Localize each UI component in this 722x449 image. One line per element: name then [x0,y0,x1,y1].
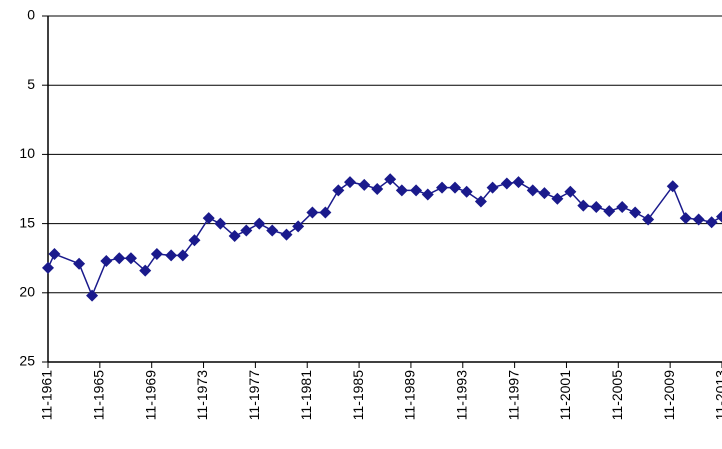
marker [253,217,266,230]
marker [590,200,603,213]
marker [421,188,434,201]
marker [48,248,61,261]
marker [371,183,384,195]
marker [603,205,616,218]
marker [716,210,722,223]
marker [538,187,551,200]
x-tick-label: 11-1993 [453,370,469,421]
y-tick-label: 0 [27,7,35,23]
x-tick-label: 11-1997 [505,370,521,421]
y-tick-label: 10 [19,145,35,161]
marker [266,224,279,237]
y-tick-label: 15 [19,214,35,230]
x-tick-label: 11-2009 [661,370,677,421]
marker [113,252,126,265]
marker [344,176,357,189]
marker [705,216,718,229]
x-tick-label: 11-1961 [39,370,55,421]
marker [319,206,332,219]
marker [292,220,305,233]
marker [629,206,642,219]
marker [448,181,461,194]
x-tick-label: 11-1985 [350,370,366,421]
marker [410,184,423,197]
x-tick-label: 11-1969 [142,370,158,421]
y-tick-label: 25 [19,353,35,369]
marker [202,212,215,225]
x-tick-label: 11-2001 [557,370,573,421]
marker [526,184,539,197]
marker [395,184,408,197]
marker [486,181,499,194]
marker [42,261,54,274]
marker [176,249,189,262]
marker [642,213,655,226]
marker [384,173,397,186]
marker [436,181,449,194]
y-tick-label: 20 [19,284,35,300]
marker [188,234,201,247]
marker [240,224,253,237]
marker [214,217,227,230]
y-tick-label: 5 [27,76,35,92]
marker [332,184,345,197]
marker [551,192,564,205]
x-tick-label: 11-1965 [91,370,107,421]
marker [358,178,371,191]
marker [692,213,705,226]
marker [165,249,178,262]
marker [280,228,293,241]
x-tick-label: 11-1973 [194,370,210,421]
marker [100,254,113,267]
marker [150,248,163,261]
marker [86,289,99,302]
marker [460,185,473,198]
marker [228,230,241,243]
marker [666,180,679,193]
marker [306,206,319,219]
marker [474,195,487,208]
x-tick-label: 11-1989 [402,370,418,421]
marker [512,176,525,189]
x-tick-label: 11-1981 [298,370,314,421]
marker [73,257,86,270]
x-tick-label: 11-2005 [609,370,625,421]
marker [500,177,513,190]
marker [679,212,692,225]
marker [564,185,577,198]
marker [139,264,152,277]
x-tick-label: 11-1977 [246,370,262,421]
series-line [47,178,722,298]
marker [616,200,629,213]
marker [577,199,590,212]
marker [124,252,137,265]
x-tick-label: 11-2013 [713,370,722,421]
